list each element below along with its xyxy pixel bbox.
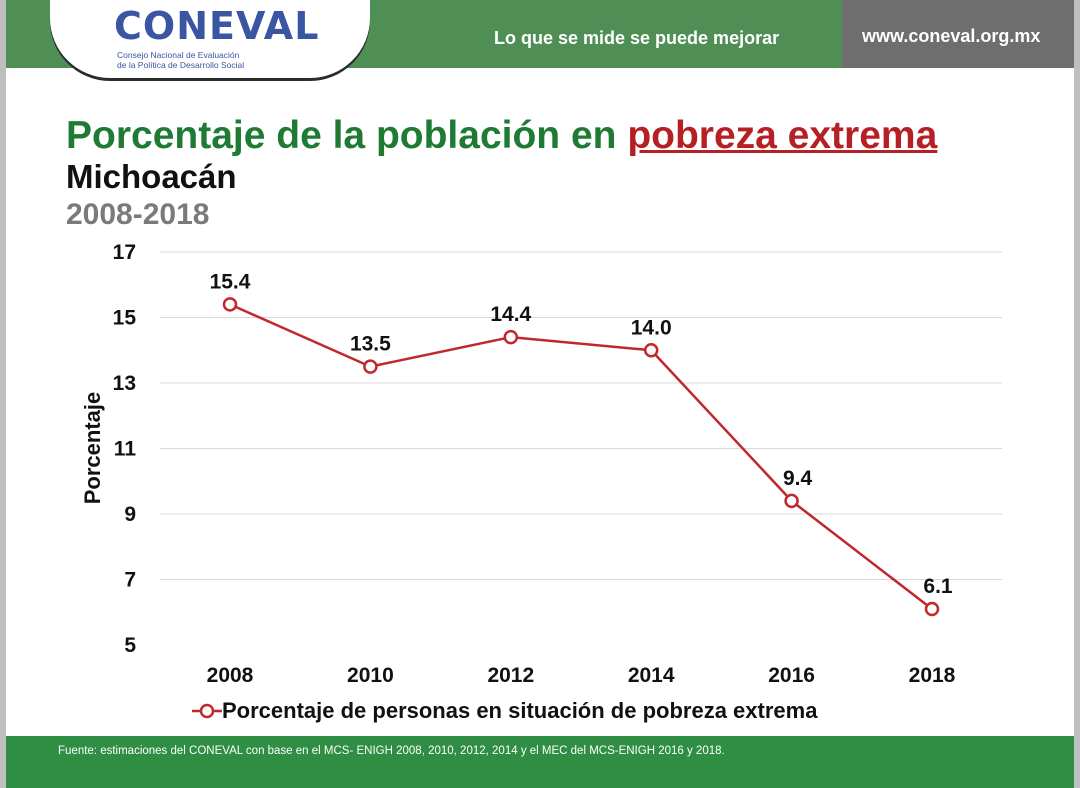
data-point bbox=[924, 601, 940, 617]
data-label: 15.4 bbox=[210, 270, 251, 293]
data-label: 13.5 bbox=[350, 333, 391, 356]
x-tick-label: 2010 bbox=[347, 664, 394, 687]
website-link[interactable]: www.coneval.org.mx bbox=[862, 26, 1041, 46]
y-axis-label: Porcentaje bbox=[80, 391, 105, 505]
series-line bbox=[229, 303, 933, 610]
data-point bbox=[503, 329, 519, 345]
slide-edge-right bbox=[1074, 0, 1080, 788]
y-tick-label: 5 bbox=[124, 634, 136, 657]
page-title: Porcentaje de la población en pobreza ex… bbox=[66, 114, 937, 158]
title-highlight: pobreza extrema bbox=[627, 114, 938, 157]
logo-tab bbox=[50, 0, 370, 78]
data-point bbox=[784, 493, 799, 509]
y-tick-label: 15 bbox=[113, 307, 137, 330]
year-range: 2008-2018 bbox=[66, 198, 210, 231]
x-tick-label: 2016 bbox=[768, 664, 815, 687]
logo-subtitle-line1: Consejo Nacional de Evaluación bbox=[117, 50, 240, 60]
x-tick-label: 2008 bbox=[207, 664, 254, 687]
y-tick-label: 17 bbox=[113, 241, 136, 264]
slide-edge-left bbox=[0, 0, 6, 788]
header-website-band bbox=[842, 0, 1074, 68]
data-point bbox=[363, 359, 378, 374]
data-label: 14.0 bbox=[631, 316, 672, 339]
data-label: 14.4 bbox=[490, 303, 531, 326]
data-label: 9.4 bbox=[783, 467, 813, 490]
page-subtitle: Michoacán bbox=[66, 158, 237, 195]
data-point bbox=[643, 343, 659, 358]
x-tick-label: 2012 bbox=[487, 664, 534, 687]
y-tick-label: 11 bbox=[114, 438, 137, 461]
source-note: Fuente: estimaciones del CONEVAL con bas… bbox=[58, 745, 725, 757]
data-label: 6.1 bbox=[923, 575, 953, 598]
logo-subtitle-line2: de la Política de Desarrollo Social bbox=[117, 60, 245, 70]
legend-series-marker bbox=[192, 703, 222, 719]
coneval-logo: CONEVAL bbox=[114, 4, 320, 48]
y-tick-label: 13 bbox=[113, 372, 136, 395]
y-tick-label: 7 bbox=[124, 569, 136, 592]
logo-subtitle: Consejo Nacional de Evaluación de la Pol… bbox=[117, 50, 287, 70]
x-tick-label: 2014 bbox=[628, 664, 675, 687]
y-tick-label: 9 bbox=[124, 503, 136, 526]
legend-series-label: Porcentaje de personas en situación de p… bbox=[222, 698, 818, 723]
tagline: Lo que se mide se puede mejorar bbox=[494, 28, 780, 48]
footer-bar bbox=[6, 736, 1074, 788]
x-tick-label: 2018 bbox=[909, 664, 956, 687]
title-prefix: Porcentaje de la población en bbox=[66, 114, 628, 157]
data-point bbox=[222, 297, 238, 312]
chart-legend: Porcentaje de personas en situación de p… bbox=[192, 698, 817, 724]
